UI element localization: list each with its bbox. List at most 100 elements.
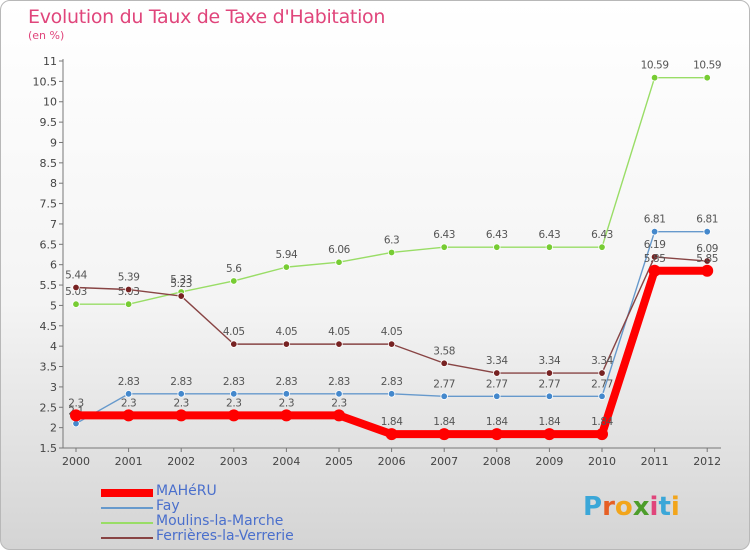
data-label-ferri-res-la-verrerie: 5.23 [170, 278, 192, 290]
data-point-mah-ru [70, 409, 82, 422]
data-label-moulins-la-marche: 10.59 [641, 60, 669, 72]
data-label-fay: 2.83 [328, 376, 350, 388]
data-point-moulins-la-marche [440, 243, 448, 251]
data-point-mah-ru [280, 409, 293, 422]
x-tick-label: 2005 [325, 455, 353, 468]
data-point-ferri-res-la-verrerie [72, 283, 80, 292]
data-point-ferri-res-la-verrerie [493, 369, 501, 377]
y-tick-label: 9.5 [40, 116, 58, 129]
y-tick-label: 5 [50, 299, 57, 312]
data-label-fay: 2.83 [276, 376, 298, 388]
data-point-moulins-la-marche [72, 300, 80, 308]
data-point-mah-ru [596, 428, 608, 441]
x-tick-label: 2010 [588, 455, 616, 468]
y-tick-label: 5.5 [40, 279, 58, 292]
data-point-ferri-res-la-verrerie [335, 340, 343, 348]
y-tick-label: 2.5 [40, 401, 58, 414]
data-point-mah-ru [701, 264, 714, 277]
data-label-moulins-la-marche: 10.59 [693, 60, 721, 72]
y-tick-label: 6.5 [40, 238, 58, 251]
y-tick-label: 7 [50, 218, 57, 231]
y-tick-label: 4 [50, 340, 57, 353]
data-label-ferri-res-la-verrerie: 4.05 [276, 326, 298, 338]
logo-letter: i [649, 492, 659, 522]
data-point-fay [230, 390, 238, 398]
data-label-fay: 2.83 [223, 376, 245, 388]
data-point-ferri-res-la-verrerie [545, 369, 554, 377]
data-point-mah-ru [385, 428, 398, 441]
data-point-fay [703, 227, 711, 236]
data-label-moulins-la-marche: 5.03 [65, 286, 87, 298]
data-point-ferri-res-la-verrerie [230, 340, 238, 348]
data-label-ferri-res-la-verrerie: 4.05 [223, 326, 245, 338]
data-label-fay: 2.77 [591, 378, 613, 390]
data-point-ferri-res-la-verrerie [387, 340, 396, 348]
legend-label: Moulins-la-Marche [156, 513, 284, 529]
data-label-fay: 6.81 [696, 214, 718, 226]
data-point-mah-ru [490, 428, 503, 441]
x-tick-label: 2006 [378, 455, 406, 468]
data-label-fay: 2.83 [170, 376, 192, 388]
data-label-ferri-res-la-verrerie: 6.09 [696, 243, 718, 255]
y-tick-label: 3 [50, 381, 57, 394]
y-tick-label: 6 [50, 259, 57, 272]
data-point-mah-ru [543, 428, 556, 441]
data-point-fay [282, 390, 291, 398]
data-label-fay: 6.81 [644, 214, 666, 226]
data-point-moulins-la-marche [545, 243, 554, 251]
chart-title: Evolution du Taux de Taxe d'Habitation [28, 6, 386, 28]
x-tick-label: 2011 [641, 455, 669, 468]
x-tick-label: 2003 [220, 455, 248, 468]
data-label-fay: 2.83 [118, 376, 140, 388]
x-tick-label: 2012 [693, 455, 721, 468]
data-label-fay: 2.77 [539, 378, 561, 390]
data-label-mah-ru: 1.84 [433, 416, 455, 428]
logo-letter: t [658, 492, 671, 522]
legend-label: Ferrières-la-Verrerie [156, 528, 294, 544]
data-label-fay: 2.77 [433, 378, 455, 390]
data-point-mah-ru [438, 428, 451, 441]
data-label-fay: 2.77 [486, 378, 508, 390]
data-label-moulins-la-marche: 5.6 [226, 263, 242, 275]
data-label-mah-ru: 1.84 [539, 416, 561, 428]
data-point-fay [440, 392, 448, 400]
data-point-mah-ru [122, 409, 135, 422]
series-line-moulins-la-marche [75, 77, 708, 305]
data-point-moulins-la-marche [703, 74, 711, 82]
data-point-ferri-res-la-verrerie [650, 253, 659, 261]
data-label-mah-ru: 1.84 [486, 416, 508, 428]
data-point-ferri-res-la-verrerie [703, 257, 711, 265]
x-tick-label: 2002 [167, 455, 195, 468]
data-label-fay: 2.83 [381, 376, 403, 388]
data-point-fay [545, 392, 554, 400]
data-point-ferri-res-la-verrerie [282, 340, 291, 348]
data-point-moulins-la-marche [387, 248, 396, 257]
legend-label: Fay [156, 498, 180, 514]
data-label-mah-ru: 2.3 [173, 397, 189, 409]
data-point-ferri-res-la-verrerie [177, 292, 185, 300]
x-tick-label: 2000 [62, 455, 90, 468]
y-tick-label: 8.5 [40, 157, 58, 170]
x-tick-label: 2001 [115, 455, 143, 468]
data-label-moulins-la-marche: 6.3 [384, 234, 400, 246]
data-point-fay [493, 392, 501, 400]
y-tick-label: 8 [50, 177, 57, 190]
y-tick-label: 2 [50, 422, 57, 435]
y-tick-label: 4.5 [40, 320, 58, 333]
data-point-mah-ru [333, 409, 345, 422]
data-label-ferri-res-la-verrerie: 3.34 [486, 355, 508, 367]
data-label-mah-ru: 2.3 [331, 397, 347, 409]
y-tick-label: 10.5 [33, 75, 58, 88]
data-label-mah-ru: 1.84 [591, 416, 613, 428]
data-point-moulins-la-marche [598, 243, 606, 251]
data-point-moulins-la-marche [124, 300, 133, 308]
data-point-ferri-res-la-verrerie [598, 369, 606, 377]
logo-letter: x [632, 492, 650, 522]
data-point-mah-ru [175, 409, 188, 422]
data-label-mah-ru: 2.3 [121, 397, 137, 409]
logo-letter: P [583, 492, 603, 522]
y-tick-label: 11 [43, 55, 57, 68]
data-label-ferri-res-la-verrerie: 5.44 [65, 269, 87, 281]
data-point-moulins-la-marche [230, 277, 238, 285]
data-label-mah-ru: 5.85 [644, 253, 666, 265]
